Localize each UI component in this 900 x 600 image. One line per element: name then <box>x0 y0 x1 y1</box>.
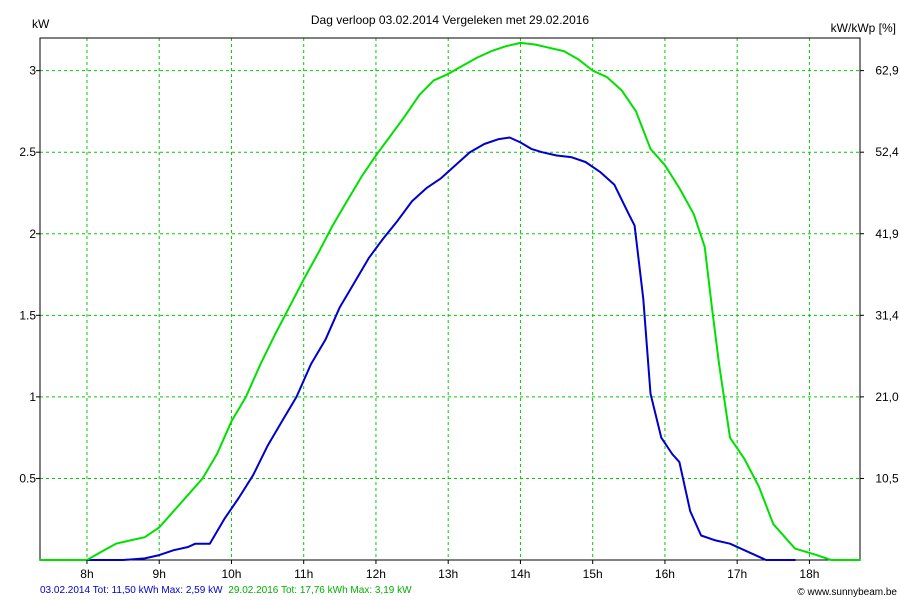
x-tick-label: 16h <box>655 567 675 581</box>
series-2-line <box>39 41 861 561</box>
plot-frame <box>39 37 861 561</box>
footer-series-1: 03.02.2014 Tot: 11,50 kWh Max: 2,59 kW 2… <box>40 585 412 596</box>
y-left-tick-label: 1 <box>29 390 36 404</box>
footer-series-2-text: 29.02.2016 Tot: 17,76 kWh Max: 3,19 kW <box>228 585 412 596</box>
x-tick-label: 9h <box>153 567 166 581</box>
y-right-tick-label: 62,9 <box>875 64 899 78</box>
x-tick-label: 12h <box>366 567 386 581</box>
y-axis-left-label: kW <box>32 17 50 31</box>
chart-title: Dag verloop 03.02.2014 Vergeleken met 29… <box>311 13 590 27</box>
y-left-tick-label: 2.5 <box>19 145 36 159</box>
credit-text: © www.sunnybeam.be <box>797 587 897 598</box>
x-tick-label: 13h <box>438 567 458 581</box>
footer-series-1-text: 03.02.2014 Tot: 11,50 kWh Max: 2,59 kW <box>40 585 223 596</box>
y-left-tick-label: 2 <box>29 227 36 241</box>
y-right-tick-label: 21,0 <box>875 390 899 404</box>
x-tick-label: 10h <box>221 567 241 581</box>
y-left-tick-label: 3 <box>29 64 36 78</box>
y-right-tick-label: 10,5 <box>875 471 899 485</box>
y-right-tick-label: 31,4 <box>875 308 899 322</box>
series-1-line <box>78 136 796 561</box>
series-layer <box>39 41 861 561</box>
x-tick-label: 11h <box>294 567 313 581</box>
y-left-tick-label: 0.5 <box>19 471 36 485</box>
x-tick-label: 8h <box>80 567 93 581</box>
gridlines <box>40 38 860 560</box>
y-left-tick-label: 1.5 <box>19 308 36 322</box>
y-axis-right-label: kW/kWp [%] <box>831 21 896 35</box>
ticks-layer: 8h 9h 10h 11h 12h 13h 14h 15h 16h 17h 18h 0.5 1 1.5 2 2… <box>19 64 899 581</box>
x-tick-label: 14h <box>510 567 530 581</box>
y-right-tick-label: 52,4 <box>875 145 899 159</box>
x-tick-label: 15h <box>583 567 603 581</box>
x-tick-label: 17h <box>727 567 747 581</box>
y-right-tick-label: 41,9 <box>875 227 899 241</box>
x-tick-label: 18h <box>799 567 819 581</box>
